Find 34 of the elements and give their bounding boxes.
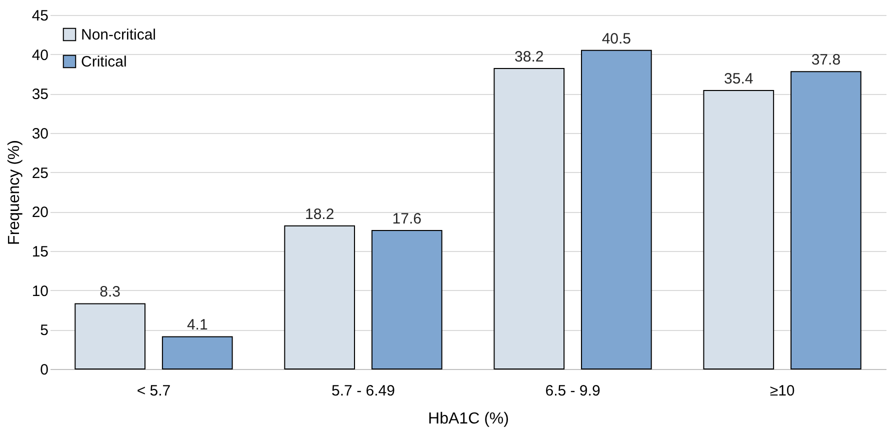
y-tick-label: 20 — [32, 204, 48, 222]
bar — [703, 90, 774, 370]
x-axis-title: HbA1C (%) — [428, 410, 509, 428]
y-tick-label: 15 — [32, 244, 48, 260]
y-tick-label: 10 — [32, 282, 48, 300]
bar — [162, 336, 233, 370]
y-tick-label: 30 — [32, 126, 48, 142]
x-tick-label: < 5.7 — [136, 382, 171, 400]
bar — [74, 303, 146, 370]
y-axis-title: Frequency (%) — [6, 140, 23, 245]
y-tick-label: 40 — [32, 46, 48, 64]
data-label: 8.3 — [100, 284, 120, 301]
data-label: 4.1 — [186, 316, 208, 334]
bar — [284, 225, 356, 370]
x-tick-label: 6.5 - 9.9 — [545, 382, 600, 400]
x-tick-label: 5.7 - 6.49 — [332, 382, 395, 400]
y-tick-label: 25 — [32, 164, 48, 182]
data-label: 18.2 — [304, 206, 334, 223]
y-tick-label: 5 — [40, 322, 48, 340]
legend-label: Critical — [81, 54, 127, 70]
x-tick-label: ≥10 — [770, 382, 795, 400]
y-tick-label: 45 — [32, 8, 48, 24]
data-label: 35.4 — [724, 70, 754, 88]
data-label: 38.2 — [514, 48, 544, 66]
bar — [580, 50, 652, 370]
legend-label: Non-critical — [81, 26, 156, 44]
data-label: 17.6 — [392, 210, 422, 228]
bar — [494, 68, 565, 370]
y-tick-label: 0 — [40, 362, 48, 378]
data-label: 40.5 — [602, 30, 632, 48]
bar — [371, 230, 442, 370]
y-tick-label: 35 — [32, 86, 48, 104]
data-label: 37.8 — [811, 52, 841, 69]
bar — [790, 71, 862, 370]
